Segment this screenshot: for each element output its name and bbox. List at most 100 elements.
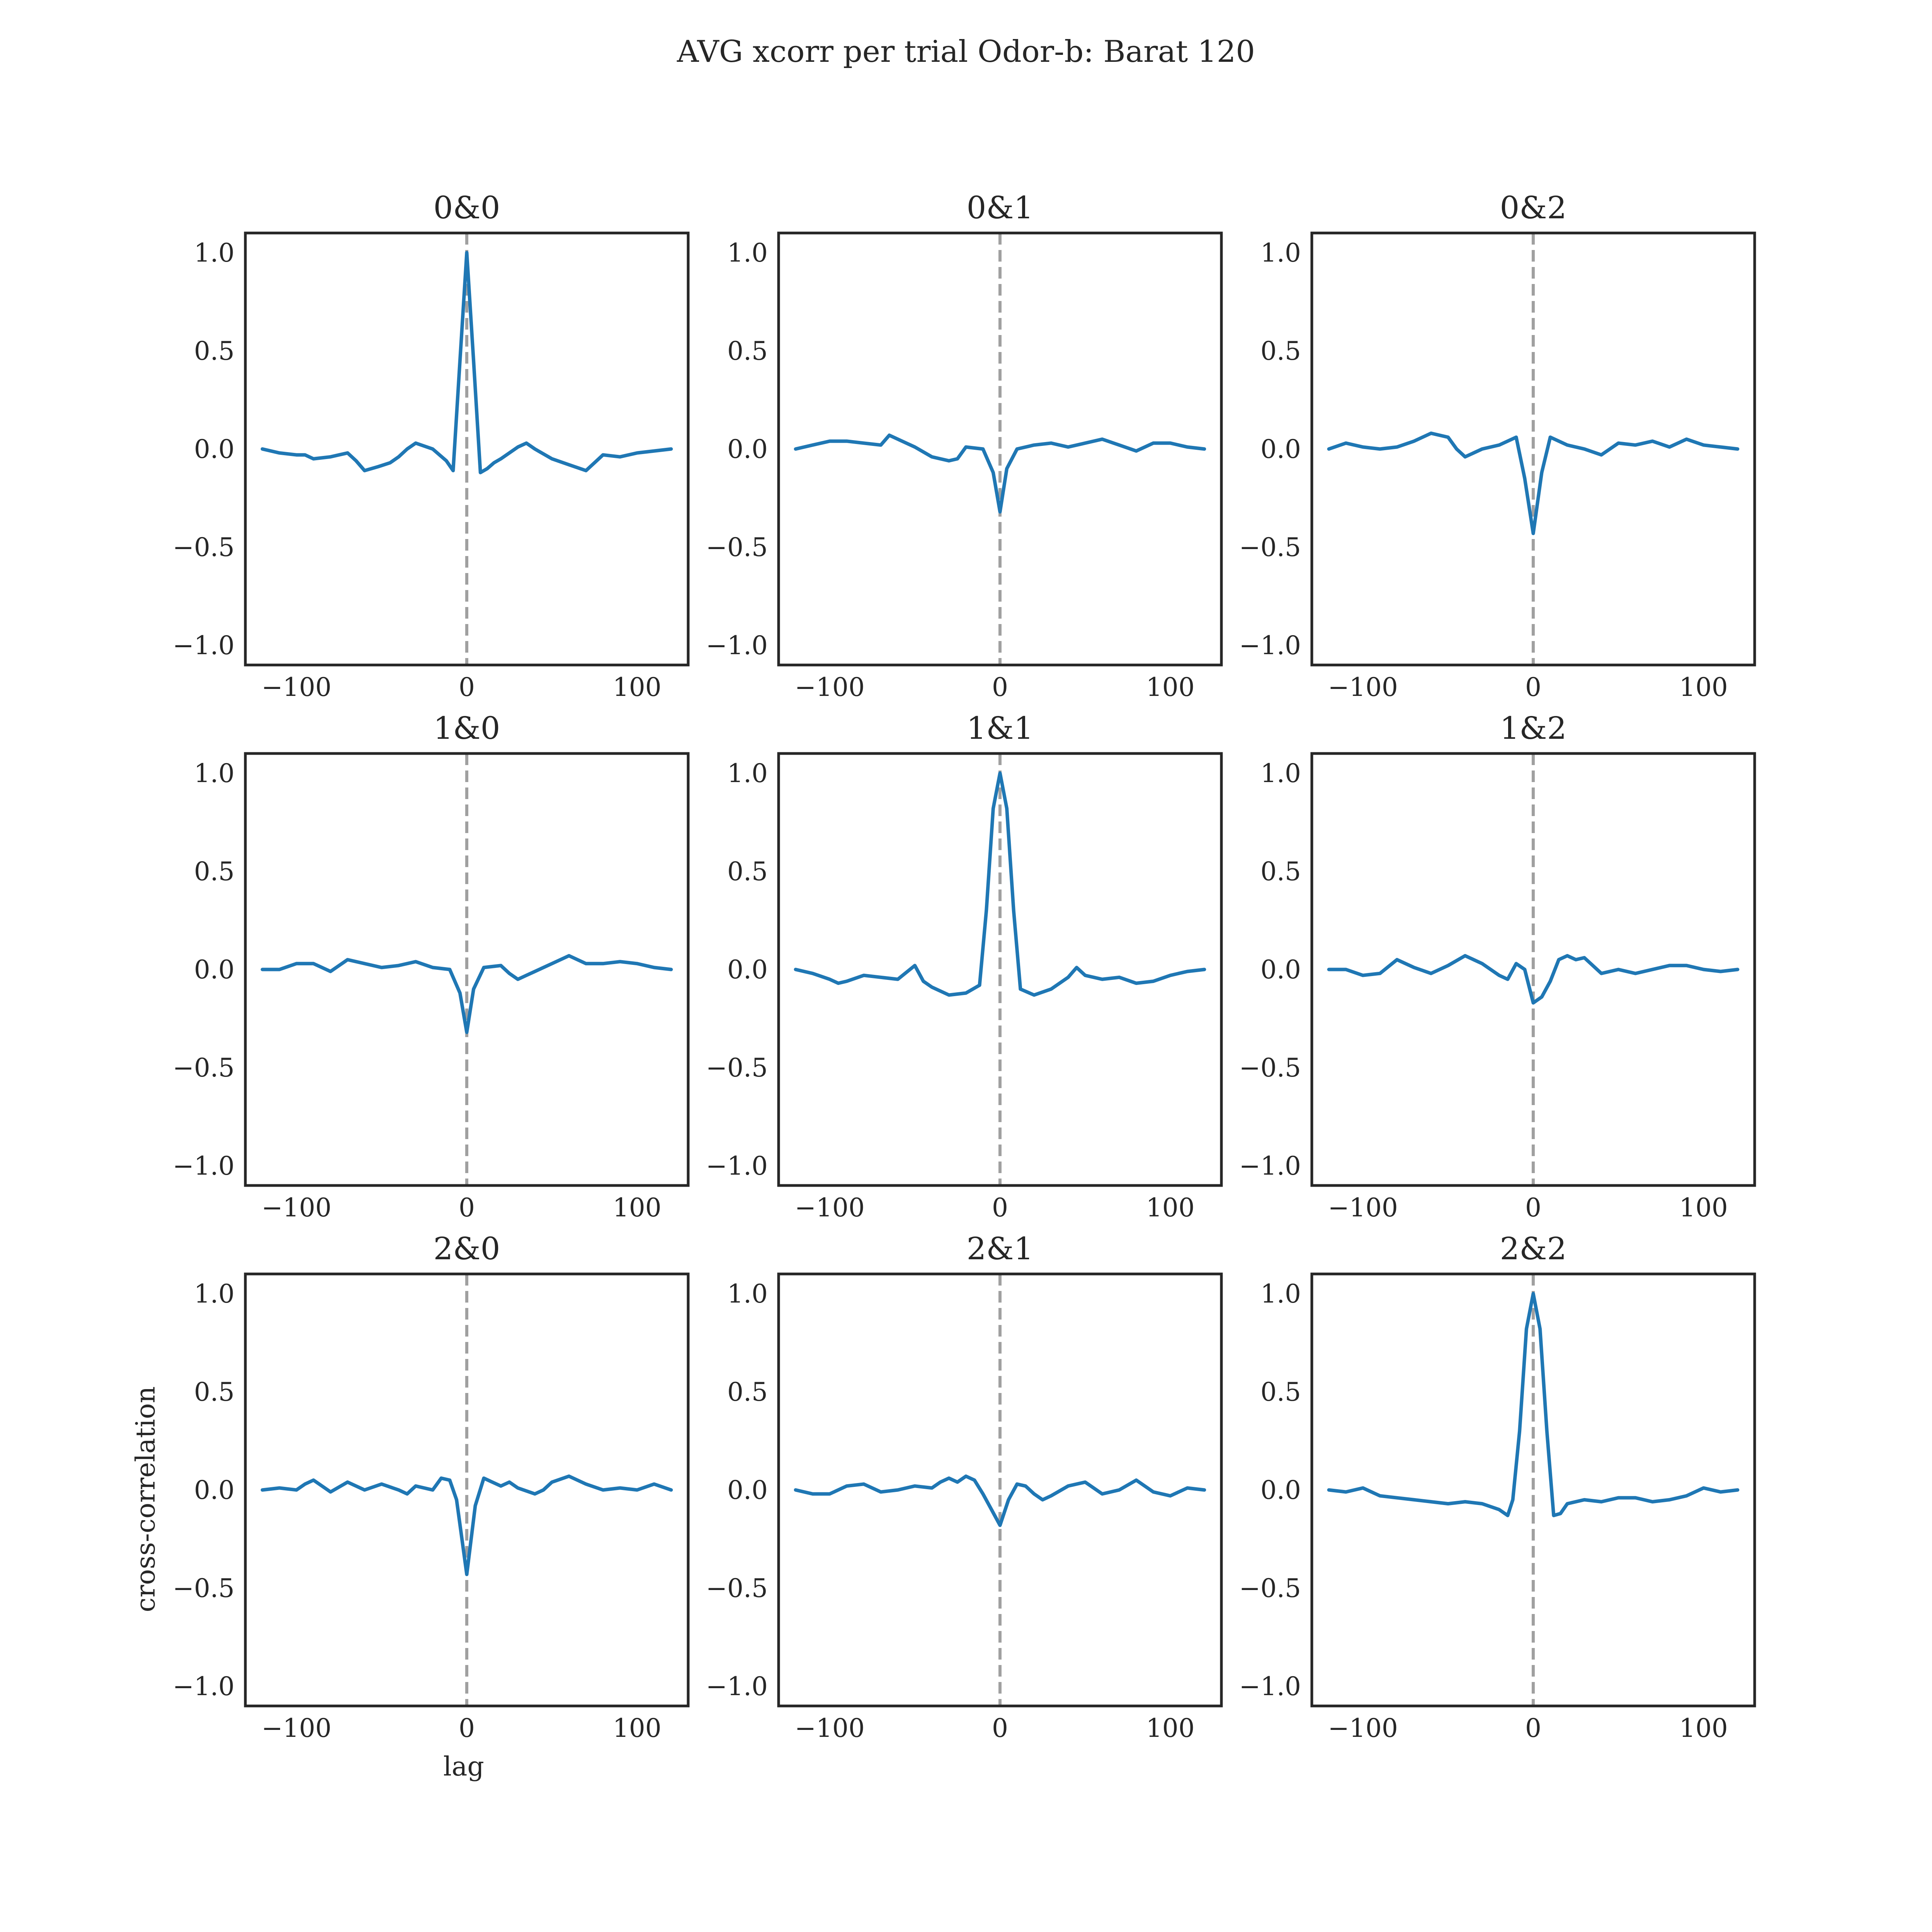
y-tick-label: −1.0 — [1239, 631, 1301, 660]
axes-frame — [244, 231, 690, 667]
axes-frame — [777, 231, 1223, 667]
y-tick-label: −0.5 — [173, 1053, 235, 1083]
y-axis-label: cross-correlation — [131, 1386, 161, 1612]
xcorr-line — [260, 1474, 673, 1576]
y-tick-label: 0.0 — [194, 955, 235, 985]
y-tick-label: −1.0 — [1239, 1151, 1301, 1181]
subplot-2: 0&1 −100 0 100 1.0 0.5 0.0 −0.5 −1.0 — [706, 190, 1223, 702]
y-tick-label: 0.5 — [194, 336, 235, 366]
x-tick-label: 0 — [459, 1193, 475, 1223]
x-tick-label: 100 — [1146, 1713, 1195, 1743]
y-tick-label: 0.5 — [194, 1377, 235, 1407]
subplot-title: 1&0 — [433, 710, 500, 746]
figure-title: AVG xcorr per trial Odor-b: Barat 120 — [677, 34, 1255, 69]
x-tick-label: 100 — [1679, 1713, 1728, 1743]
y-tick-label: 0.5 — [1260, 336, 1301, 366]
x-tick-label: 0 — [992, 1713, 1008, 1743]
xcorr-line — [1327, 431, 1740, 535]
y-tick-label: 0.5 — [1260, 1377, 1301, 1407]
y-tick-label: 0.0 — [727, 955, 768, 985]
subplot-title: 0&2 — [1500, 190, 1566, 226]
x-tick-label: −100 — [795, 672, 865, 702]
y-tick-label: −0.5 — [706, 532, 768, 562]
y-tick-label: −0.5 — [1239, 532, 1301, 562]
xcorr-line — [794, 433, 1206, 514]
y-tick-label: 0.5 — [727, 1377, 768, 1407]
y-tick-label: 0.0 — [1260, 434, 1301, 464]
x-tick-label: 0 — [992, 1193, 1008, 1223]
subplot-title: 0&1 — [966, 190, 1033, 226]
xcorr-line — [260, 251, 673, 474]
subplot-title: 2&0 — [433, 1231, 500, 1267]
x-tick-label: −100 — [795, 1193, 865, 1223]
y-tick-label: 1.0 — [194, 759, 235, 788]
x-tick-label: 100 — [613, 1713, 662, 1743]
y-tick-label: −1.0 — [706, 631, 768, 660]
y-tick-label: 0.0 — [194, 434, 235, 464]
y-tick-label: 0.0 — [1260, 1475, 1301, 1505]
x-tick-label: 0 — [459, 1713, 475, 1743]
subplot-1: 0&0 −100 0 100 1.0 0.5 0.0 −0.5 −1.0 — [173, 190, 690, 702]
x-tick-label: −100 — [795, 1713, 865, 1743]
subplot-title: 1&2 — [1500, 710, 1566, 746]
x-tick-label: −100 — [262, 672, 332, 702]
y-tick-label: 0.0 — [727, 434, 768, 464]
subplot-title: 2&1 — [966, 1231, 1033, 1267]
y-tick-label: 1.0 — [1260, 1279, 1301, 1309]
axes-frame — [1310, 231, 1756, 667]
subplot-4: 1&0 −100 0 100 1.0 0.5 0.0 −0.5 −1.0 — [173, 710, 690, 1223]
x-tick-label: 100 — [1146, 672, 1195, 702]
x-tick-label: 0 — [992, 672, 1008, 702]
y-tick-label: 1.0 — [1260, 759, 1301, 788]
x-tick-label: −100 — [262, 1193, 332, 1223]
y-tick-label: 0.0 — [194, 1475, 235, 1505]
xcorr-line — [260, 954, 673, 1034]
y-tick-label: 1.0 — [1260, 238, 1301, 268]
x-tick-label: −100 — [1328, 1193, 1398, 1223]
x-tick-label: −100 — [1328, 1713, 1398, 1743]
x-tick-label: 0 — [1525, 1193, 1541, 1223]
y-tick-label: −1.0 — [706, 1151, 768, 1181]
y-tick-label: 1.0 — [194, 1279, 235, 1309]
x-tick-label: 0 — [1525, 1713, 1541, 1743]
y-tick-label: −1.0 — [706, 1672, 768, 1701]
y-tick-label: 0.0 — [1260, 955, 1301, 985]
subplot-title: 1&1 — [966, 710, 1033, 746]
x-tick-label: 100 — [1146, 1193, 1195, 1223]
xcorr-line — [794, 771, 1206, 997]
y-tick-label: 0.5 — [194, 857, 235, 886]
subplot-8: 2&1 −100 0 100 1.0 0.5 0.0 −0.5 −1.0 — [706, 1231, 1223, 1743]
y-tick-label: −0.5 — [1239, 1573, 1301, 1603]
x-tick-label: 100 — [1679, 672, 1728, 702]
y-tick-label: 0.0 — [727, 1475, 768, 1505]
subplot-7: 2&0 −100 0 100 1.0 0.5 0.0 −0.5 −1.0 — [173, 1231, 690, 1743]
y-tick-label: 1.0 — [727, 238, 768, 268]
y-tick-label: −1.0 — [173, 1672, 235, 1701]
y-tick-label: 1.0 — [727, 1279, 768, 1309]
x-tick-label: 0 — [459, 672, 475, 702]
subplot-title: 2&2 — [1500, 1231, 1566, 1267]
xcorr-line — [1327, 1292, 1740, 1517]
axes-frame — [244, 752, 690, 1187]
y-tick-label: 0.5 — [727, 857, 768, 886]
y-tick-label: 1.0 — [194, 238, 235, 268]
y-tick-label: −1.0 — [1239, 1672, 1301, 1701]
y-tick-label: −1.0 — [173, 631, 235, 660]
x-tick-label: 100 — [613, 672, 662, 702]
xcorr-line — [794, 1474, 1206, 1527]
subplot-5: 1&1 −100 0 100 1.0 0.5 0.0 −0.5 −1.0 — [706, 710, 1223, 1223]
y-tick-label: −0.5 — [1239, 1053, 1301, 1083]
y-tick-label: 1.0 — [727, 759, 768, 788]
y-tick-label: −0.5 — [706, 1573, 768, 1603]
axes-frame — [1310, 1272, 1756, 1708]
x-tick-label: 100 — [613, 1193, 662, 1223]
x-tick-label: 100 — [1679, 1193, 1728, 1223]
axes-frame — [1310, 752, 1756, 1187]
y-tick-label: −0.5 — [173, 1573, 235, 1603]
y-tick-label: −0.5 — [173, 532, 235, 562]
subplot-3: 0&2 −100 0 100 1.0 0.5 0.0 −0.5 −1.0 — [1239, 190, 1756, 702]
subplot-9: 2&2 −100 0 100 1.0 0.5 0.0 −0.5 −1.0 — [1239, 1231, 1756, 1743]
axes-frame — [777, 752, 1223, 1187]
